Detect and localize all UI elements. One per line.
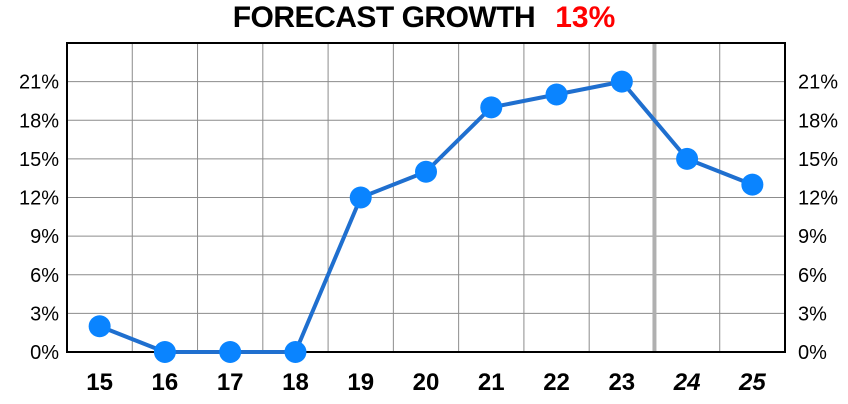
data-point	[219, 341, 242, 363]
data-point	[480, 96, 503, 119]
chart-title-value: 13%	[555, 1, 616, 34]
x-tick-label: 15	[86, 369, 113, 396]
chart-title-text: FORECAST GROWTH	[232, 1, 536, 34]
y-tick-label-right: 9%	[798, 226, 827, 248]
y-tick-label-right: 6%	[798, 265, 827, 287]
y-tick-label-left: 18%	[19, 110, 59, 132]
y-tick-label-left: 0%	[30, 342, 59, 364]
y-tick-label-right: 15%	[798, 149, 838, 171]
y-tick-label-left: 9%	[30, 226, 59, 248]
x-tick-label: 22	[543, 369, 570, 396]
x-tick-label: 17	[217, 369, 244, 396]
y-tick-label-left: 12%	[19, 188, 59, 210]
y-tick-label-right: 18%	[798, 110, 838, 132]
x-tick-label: 18	[282, 369, 309, 396]
data-point	[610, 70, 633, 93]
data-point	[88, 315, 111, 338]
y-tick-label-right: 21%	[798, 72, 838, 94]
x-tick-label: 21	[478, 369, 505, 396]
data-point	[284, 341, 307, 363]
data-point	[676, 147, 699, 170]
y-tick-label-left: 15%	[19, 149, 59, 171]
y-tick-label-right: 12%	[798, 188, 838, 210]
data-point	[545, 83, 568, 106]
x-tick-label: 24	[673, 369, 701, 396]
plot-frame	[66, 42, 786, 353]
x-tick-label: 20	[413, 369, 440, 396]
x-tick-label: 16	[152, 369, 179, 396]
data-point	[153, 341, 176, 363]
y-tick-label-left: 6%	[30, 265, 59, 287]
data-point	[415, 160, 437, 183]
data-point	[349, 186, 372, 209]
x-tick-label: 25	[738, 369, 766, 396]
data-point	[741, 173, 764, 196]
y-tick-label-right: 0%	[798, 342, 827, 364]
x-tick-label: 23	[608, 369, 635, 396]
y-tick-label-left: 3%	[30, 303, 59, 325]
y-tick-label-right: 3%	[798, 303, 827, 325]
x-tick-label: 19	[347, 369, 374, 396]
y-tick-label-left: 21%	[19, 72, 59, 94]
chart-title: FORECAST GROWTH 13%	[0, 0, 848, 40]
